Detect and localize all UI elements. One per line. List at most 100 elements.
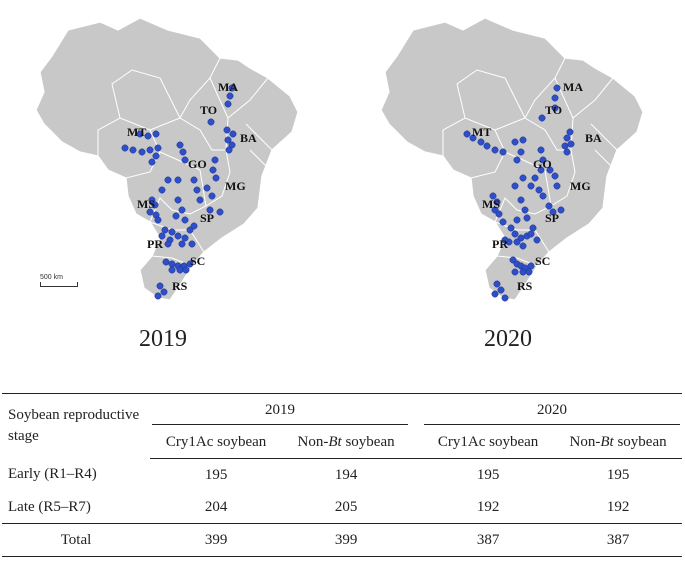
sample-point (553, 84, 561, 92)
sample-point (190, 222, 198, 230)
state-label-ms: MS (482, 197, 500, 211)
sample-point (181, 216, 189, 224)
sample-point (212, 174, 220, 182)
sample-point (168, 260, 176, 268)
map-year-2020: 2020 (484, 326, 532, 352)
sample-table: Soybean reproductive stage 2019 2020 Cry… (2, 393, 682, 557)
sample-point (216, 208, 224, 216)
sample-point (527, 182, 535, 190)
cell: 399 (282, 523, 410, 557)
sample-point (519, 242, 527, 250)
sample-point (206, 206, 214, 214)
cell: 205 (282, 491, 410, 524)
subheader-cry1ac-2020: Cry1Ac soybean (421, 426, 555, 459)
sample-point (144, 132, 152, 140)
sample-point (228, 141, 236, 149)
sample-point (527, 230, 535, 238)
sample-point (539, 192, 547, 200)
state-border (249, 149, 267, 167)
row-label: Total (2, 523, 150, 557)
state-label-mg: MG (225, 179, 246, 193)
sample-point (561, 142, 569, 150)
state-label-rs: RS (172, 279, 188, 293)
sample-point (136, 130, 144, 138)
sample-point (533, 236, 541, 244)
stage-header: Soybean reproductive stage (2, 393, 150, 459)
sample-points (463, 84, 575, 302)
sample-point (537, 146, 545, 154)
sample-point (148, 196, 156, 204)
sample-point (551, 172, 559, 180)
sample-point (211, 156, 219, 164)
state-label-mt: MT (127, 125, 146, 139)
subheader-cry1ac-2019: Cry1Ac soybean (150, 426, 283, 459)
state-label-go: GO (188, 157, 207, 171)
row-label: Early (R1–R4) (8, 466, 97, 483)
sample-point (539, 156, 547, 164)
sample-point (497, 286, 505, 294)
sample-point (538, 114, 546, 122)
sample-point (161, 226, 169, 234)
sample-point (563, 148, 571, 156)
sample-point (493, 198, 501, 206)
country-shape (380, 17, 644, 301)
sample-point (174, 232, 182, 240)
cell: 195 (204, 466, 228, 483)
sample-point (181, 234, 189, 242)
sample-point (527, 262, 535, 270)
state-label-ms: MS (137, 197, 155, 211)
sample-point (523, 214, 531, 222)
sample-point (513, 216, 521, 224)
sample-point (491, 146, 499, 154)
sample-point (531, 174, 539, 182)
state-label-mt: MT (472, 125, 491, 139)
map-2019: MA TO BA MT GO MG MS SP PR SC RS (0, 0, 340, 320)
sample-point (226, 92, 234, 100)
sample-point (517, 148, 525, 156)
year-header-2020: 2020 (421, 393, 682, 426)
sample-point (168, 266, 176, 274)
sample-point (519, 268, 527, 276)
scale-bar: 500 km (40, 274, 78, 287)
sample-point (207, 118, 215, 126)
state-label-ma: MA (218, 80, 238, 94)
sample-point (156, 282, 164, 290)
sample-point (546, 166, 554, 174)
cell: 192 (421, 491, 555, 524)
sample-point (495, 210, 503, 218)
state-border (149, 57, 221, 131)
map-2020: MA TO BA MT GO MG MS SP PR SC RS (345, 0, 685, 320)
sample-point (491, 290, 499, 298)
sample-point (178, 206, 186, 214)
cell: 387 (554, 523, 682, 557)
sample-point (511, 182, 519, 190)
sample-point (164, 176, 172, 184)
sample-point (168, 228, 176, 236)
sample-point (511, 230, 519, 238)
state-label-pr: PR (492, 237, 508, 251)
state-label-sp: SP (200, 211, 214, 225)
sample-point (469, 134, 477, 142)
state-border (149, 151, 207, 223)
subheader-nonbt-2019: Non-Bt soybean (282, 426, 410, 459)
sample-point (507, 224, 515, 232)
sample-point (190, 176, 198, 184)
sample-point (513, 238, 521, 246)
state-border (205, 149, 231, 207)
sample-point (223, 126, 231, 134)
state-border (456, 69, 526, 119)
sample-point (121, 144, 129, 152)
state-label-sc: SC (535, 254, 550, 268)
sample-point (535, 186, 543, 194)
cell: 204 (150, 491, 283, 524)
sample-point (181, 156, 189, 164)
state-label-to: TO (200, 103, 217, 117)
sample-point (188, 240, 196, 248)
sample-point (463, 130, 471, 138)
sample-point (483, 142, 491, 150)
state-label-rs: RS (517, 279, 533, 293)
state-label-ba: BA (240, 131, 257, 145)
